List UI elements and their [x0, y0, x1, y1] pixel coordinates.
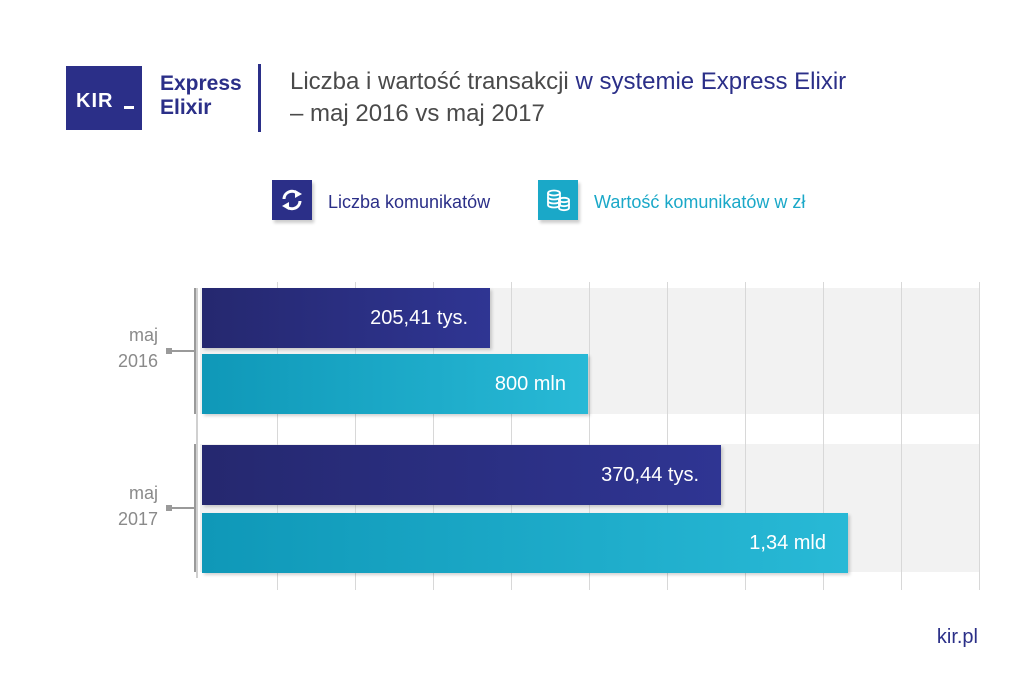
category-label-2017-line1: maj: [128, 483, 158, 503]
gridline-6: [667, 282, 668, 590]
bar-value-2017: 1,34 mld: [202, 513, 848, 573]
bar-label-count-2017: 370,44 tys.: [601, 463, 699, 486]
gridline-7: [745, 282, 746, 590]
legend-item-count: Liczba komunikatów: [272, 180, 522, 228]
logo-elixir: Elixir: [160, 96, 212, 119]
bracket-tick-2016: [170, 350, 194, 352]
gridline-5: [589, 282, 590, 590]
coins-stack-icon: [538, 180, 578, 220]
logo-express: Express: [160, 72, 242, 95]
y-axis: [196, 288, 198, 578]
legend-count-label: Liczba komunikatów: [328, 192, 491, 212]
bar-label-value-2017: 1,34 mld: [749, 531, 826, 554]
bar-count-2016: 205,41 tys.: [202, 288, 490, 348]
category-label-2017: maj 2017: [90, 480, 158, 532]
category-label-2016: maj 2016: [90, 322, 158, 374]
category-label-2016-line2: 2016: [117, 351, 158, 371]
gridline-10: [979, 282, 980, 590]
gridline-1: [277, 282, 278, 590]
bracket-tick-2017: [170, 507, 194, 509]
legend-item-value: Wartość komunikatów w zł: [538, 180, 858, 228]
gridline-2: [355, 282, 356, 590]
gridline-9: [901, 282, 902, 590]
bracket-2017: [194, 444, 196, 572]
title-line2: – maj 2016 vs maj 2017: [290, 100, 545, 127]
gridline-8: [823, 282, 824, 590]
bar-label-count-2016: 205,41 tys.: [370, 306, 468, 329]
gridline-4: [511, 282, 512, 590]
bracket-2016: [194, 288, 196, 414]
title-line1-part2: w systemie Express Elixir: [575, 68, 847, 95]
legend-value-label: Wartość komunikatów w zł: [594, 192, 806, 212]
bar-count-2017: 370,44 tys.: [202, 445, 721, 505]
bracket-dot-2016: [166, 348, 172, 354]
category-label-2016-line1: maj: [128, 325, 158, 345]
gridline-3: [433, 282, 434, 590]
kir-logo-text: KIR: [76, 90, 114, 112]
kir-logo: KIR: [66, 66, 142, 130]
logo-divider: [258, 64, 261, 132]
category-label-2017-line2: 2017: [117, 509, 158, 529]
express-elixir-logo: Express Elixir: [160, 72, 242, 120]
chart-title: Liczba i wartość transakcji w systemie E…: [290, 66, 1010, 130]
bar-label-value-2016: 800 mln: [494, 372, 566, 395]
kir-logo-dash: [124, 106, 134, 109]
bracket-dot-2017: [166, 505, 172, 511]
footer-url[interactable]: kir.pl: [936, 626, 978, 648]
bar-value-2016: 800 mln: [202, 354, 588, 414]
title-line1-part1: Liczba i wartość transakcji: [290, 68, 576, 95]
refresh-arrows-icon: [272, 180, 312, 220]
